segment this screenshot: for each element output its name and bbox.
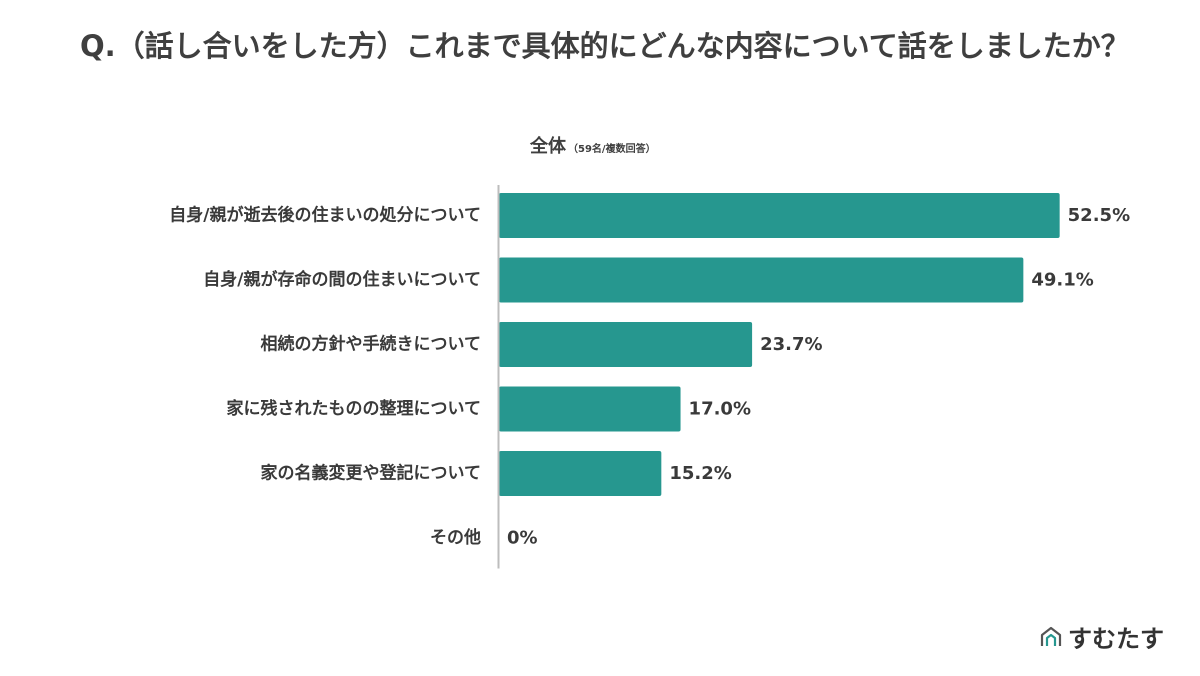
- category-label: 家に残されたものの整理について: [227, 398, 482, 419]
- question-title: Q.（話し合いをした方）これまで具体的にどんな内容について話をしましたか？: [80, 29, 1130, 63]
- brand-name: すむたす: [1068, 625, 1164, 653]
- category-label: 相続の方針や手続きについて: [261, 334, 482, 355]
- category-label: その他: [430, 527, 481, 548]
- house-logo-icon: [1040, 626, 1062, 646]
- subtitle-note: （59名/複数回答）: [568, 144, 656, 155]
- value-label: 49.1%: [1031, 270, 1093, 291]
- value-label: 23.7%: [760, 334, 822, 355]
- category-label: 家の名義変更や登記について: [261, 463, 482, 484]
- bar: [499, 322, 753, 367]
- bar: [499, 386, 681, 432]
- bar: [499, 257, 1024, 303]
- subtitle-label: 全体: [530, 136, 566, 157]
- brand-logo: すむたす: [1040, 619, 1164, 654]
- value-label: 52.5%: [1068, 205, 1130, 226]
- bar: [499, 193, 1060, 238]
- value-label: 0%: [507, 528, 538, 549]
- category-label: 自身/親が存命の間の住まいについて: [203, 269, 481, 290]
- bar: [499, 451, 662, 496]
- value-label: 17.0%: [689, 399, 751, 420]
- category-label: 自身/親が逝去後の住まいの処分について: [169, 205, 481, 226]
- chart-subtitle: 全体 （59名/複数回答）: [530, 132, 656, 158]
- value-label: 15.2%: [669, 463, 731, 484]
